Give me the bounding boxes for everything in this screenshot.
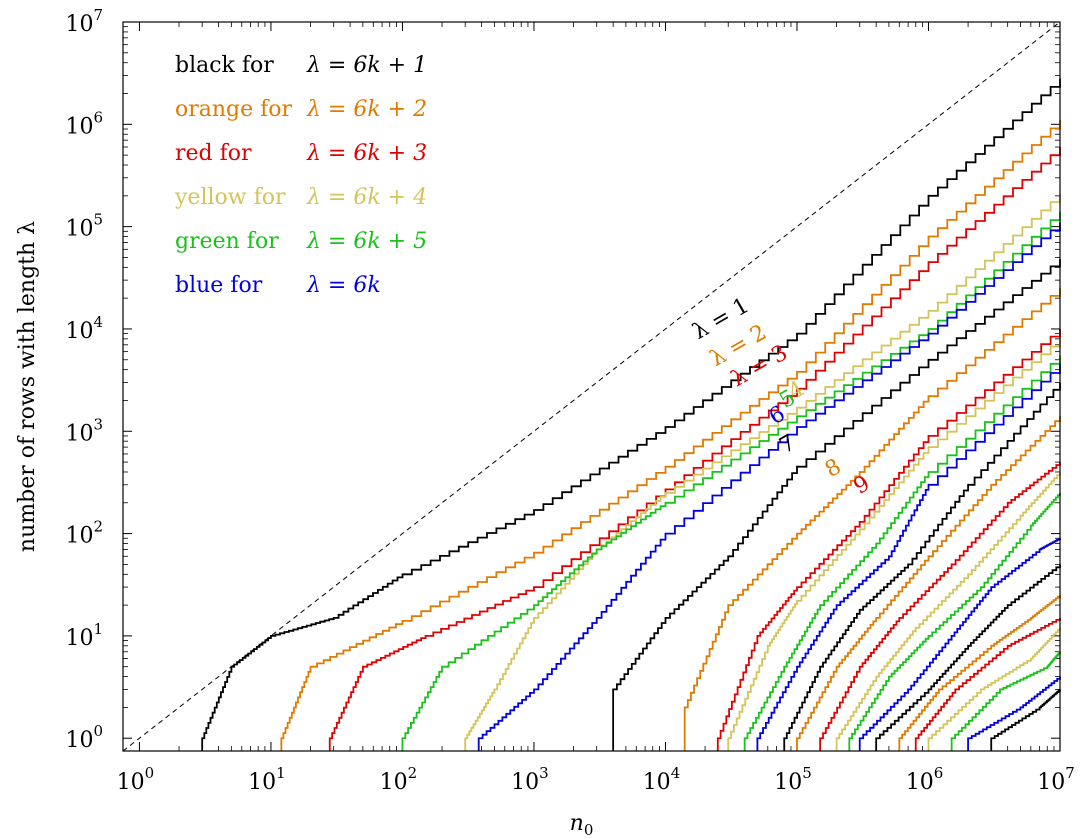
- series-layer: [201, 78, 1061, 751]
- y-tick-label-base: 10: [65, 728, 93, 753]
- y-tick-label-exp: 4: [93, 313, 103, 331]
- x-tick-label-exp: 3: [539, 764, 549, 782]
- x-tick-label-base: 10: [1037, 770, 1065, 795]
- x-axis-title-sub: 0: [584, 821, 594, 839]
- y-tick-label-base: 10: [65, 421, 93, 446]
- x-tick-label: 102: [380, 764, 418, 795]
- legend-formula: λ = 6k + 2: [306, 97, 427, 122]
- series-line-lambda-24: [967, 676, 1061, 751]
- plot-frame: [122, 21, 1061, 752]
- x-tick-label: 100: [117, 764, 155, 795]
- x-tick-label: 105: [774, 764, 812, 795]
- series-line-lambda-16: [835, 472, 1061, 751]
- y-tick-label-exp: 1: [93, 620, 103, 638]
- legend-prefix: red for: [175, 141, 252, 166]
- legend-formula: λ = 6k + 5: [306, 229, 427, 254]
- legend-prefix: green for: [175, 229, 279, 254]
- y-tick-label-base: 10: [65, 319, 93, 344]
- curve-label: 9: [850, 471, 875, 500]
- x-tick-label: 103: [511, 764, 549, 795]
- x-tick-label: 101: [248, 764, 286, 795]
- x-axis-title: n0: [570, 811, 594, 839]
- y-tick-label: 105: [65, 211, 103, 242]
- series-line-lambda-19: [875, 564, 1061, 751]
- x-tick-label-base: 10: [248, 770, 276, 795]
- x-tick-label-base: 10: [906, 770, 934, 795]
- y-tick-label: 104: [65, 313, 103, 344]
- series-line-lambda-6: [477, 222, 1061, 751]
- y-tick-label: 103: [65, 415, 103, 446]
- series-line-lambda-2: [280, 120, 1061, 751]
- y-axis-title: number of rows with length λ: [15, 221, 40, 552]
- series-line-lambda-25: [990, 689, 1061, 751]
- legend-formula: λ = 6k: [306, 273, 381, 298]
- series-line-lambda-12: [756, 364, 1061, 751]
- legend-prefix: blue for: [175, 273, 263, 298]
- x-tick-label-base: 10: [380, 770, 408, 795]
- x-tick-label-base: 10: [511, 770, 539, 795]
- reference-line-layer: [122, 21, 1061, 752]
- curve-label: 8: [821, 454, 846, 483]
- legend: black for λ = 6k + 1 orange for λ = 6k + 2 r…: [174, 53, 427, 298]
- y-tick-label: 100: [65, 722, 103, 753]
- y-tick-label: 107: [65, 6, 103, 37]
- y-tick-label-base: 10: [65, 12, 93, 37]
- series-line-lambda-10: [727, 338, 1061, 751]
- tick-labels: 100 101 102 103 104 105 106 1071001011021031041…: [65, 6, 1074, 795]
- y-tick-label: 102: [65, 518, 103, 549]
- y-tick-label-base: 10: [65, 524, 93, 549]
- y-tick-label-exp: 3: [93, 415, 103, 433]
- y-tick-label: 106: [65, 108, 103, 139]
- series-line-lambda-23: [950, 651, 1061, 751]
- series-line-lambda-1: [201, 78, 1061, 751]
- y-tick-label-base: 10: [65, 114, 93, 139]
- legend-prefix: black for: [175, 53, 274, 78]
- series-line-lambda-17: [848, 492, 1061, 751]
- y-tick-label: 101: [65, 620, 103, 651]
- y-tick-label-exp: 6: [93, 108, 103, 126]
- x-tick-label-base: 10: [643, 770, 671, 795]
- series-line-lambda-13: [783, 382, 1061, 751]
- legend-prefix: yellow for: [174, 185, 286, 210]
- x-tick-label-exp: 5: [802, 764, 812, 782]
- series-line-lambda-9: [716, 329, 1061, 751]
- series-line-lambda-3: [328, 147, 1061, 751]
- y-tick-label-exp: 5: [93, 211, 103, 229]
- axis-ticks: [123, 21, 1061, 751]
- legend-formula: λ = 6k + 3: [306, 141, 427, 166]
- series-line-lambda-22: [927, 627, 1061, 751]
- y-tick-label-base: 10: [65, 217, 93, 242]
- series-line-lambda-18: [858, 538, 1061, 751]
- x-tick-label-exp: 7: [1065, 764, 1075, 782]
- series-line-lambda-15: [819, 462, 1061, 751]
- x-tick-label-base: 10: [117, 770, 145, 795]
- legend-prefix: orange for: [175, 97, 293, 122]
- y-tick-label-exp: 7: [93, 6, 103, 24]
- x-tick-label: 107: [1037, 764, 1075, 795]
- y-tick-label-exp: 2: [93, 518, 103, 536]
- series-line-lambda-21: [914, 617, 1061, 751]
- series-line-lambda-20: [898, 595, 1061, 751]
- legend-formula: λ = 6k + 1: [306, 53, 427, 78]
- x-tick-label-exp: 0: [145, 764, 155, 782]
- reference-diagonal-line: [122, 21, 1061, 752]
- series-line-lambda-8: [683, 288, 1061, 751]
- x-tick-label-exp: 1: [276, 764, 286, 782]
- x-tick-label-exp: 2: [408, 764, 418, 782]
- legend-formula: λ = 6k + 4: [306, 185, 427, 210]
- x-tick-label-exp: 4: [671, 764, 681, 782]
- x-tick-label: 106: [906, 764, 944, 795]
- series-line-lambda-4: [464, 193, 1061, 751]
- y-tick-label-exp: 0: [93, 722, 103, 740]
- y-tick-label-base: 10: [65, 626, 93, 651]
- x-axis-title-main: n: [570, 811, 584, 836]
- series-line-lambda-7: [612, 259, 1061, 751]
- x-tick-label-base: 10: [774, 770, 802, 795]
- series-line-lambda-11: [743, 355, 1061, 751]
- x-tick-label: 104: [643, 764, 681, 795]
- series-line-lambda-14: [796, 416, 1061, 751]
- x-tick-label-exp: 6: [934, 764, 944, 782]
